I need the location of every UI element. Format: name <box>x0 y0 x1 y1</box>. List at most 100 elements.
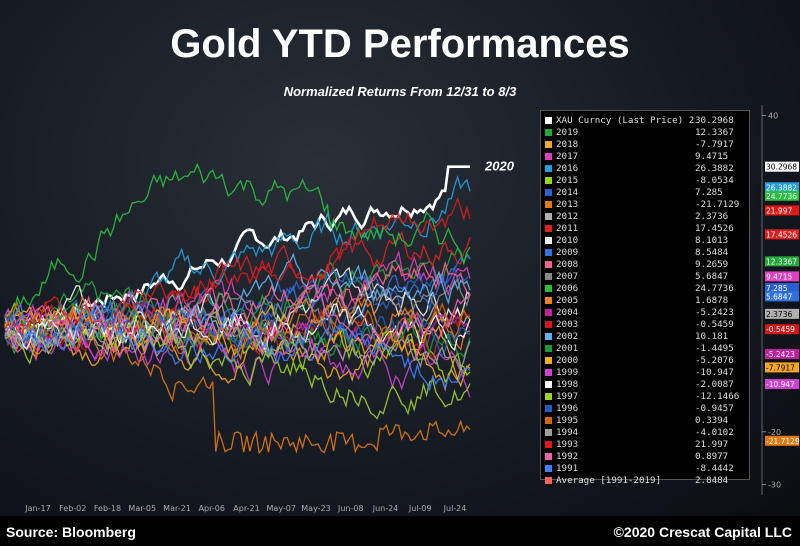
y-tick-label: -20 <box>768 428 781 437</box>
legend-series-name: 1992 <box>556 450 579 462</box>
legend-swatch <box>545 404 552 412</box>
value-badge-label: 30.2968 <box>766 163 797 172</box>
legend-series-value: 26.3882 <box>695 162 734 174</box>
legend-series-value: 10.181 <box>695 330 729 342</box>
legend-series-value: -12.1466 <box>695 390 740 402</box>
legend-series-name: 2015 <box>556 174 579 186</box>
legend-series-name: 2014 <box>556 186 579 198</box>
legend-swatch <box>545 320 552 328</box>
legend-swatch <box>545 236 552 244</box>
legend-series-name: 2007 <box>556 270 579 282</box>
x-tick-label: Jul-09 <box>408 504 432 513</box>
legend-series-value: 0.8977 <box>695 450 729 462</box>
legend-swatch <box>545 176 552 184</box>
legend-entry: 2004 -5.2423 <box>545 306 745 318</box>
footer-bar <box>0 516 800 546</box>
source-note: Source: Bloomberg <box>6 524 136 540</box>
legend-series-name: 1991 <box>556 462 579 474</box>
x-tick-label: May-07 <box>267 504 296 513</box>
legend-series-name: 2009 <box>556 246 579 258</box>
value-badge <box>765 205 799 216</box>
legend-swatch <box>545 380 552 388</box>
legend-series-name: 2013 <box>556 198 579 210</box>
legend-series-name: 1995 <box>556 414 579 426</box>
highlight-label-2020: 2020 <box>484 159 515 174</box>
legend-series-name: Average [1991-2019] <box>556 474 662 486</box>
value-badge-label: -5.2423 <box>766 350 795 359</box>
legend-entry: 2018 -7.7917 <box>545 138 745 150</box>
legend-series-value: -5.2076 <box>695 354 734 366</box>
legend-series-value: 17.4526 <box>695 222 734 234</box>
legend-entry: 2003 -0.5459 <box>545 318 745 330</box>
chart-title: Gold YTD Performances <box>170 22 630 66</box>
legend-swatch <box>545 200 552 208</box>
legend-series-name: 2011 <box>556 222 579 234</box>
x-tick-label: Mar-05 <box>128 504 156 513</box>
series-line-2006 <box>4 162 471 327</box>
legend-series-name: 2019 <box>556 126 579 138</box>
legend-entry: 2011 17.4526 <box>545 222 745 234</box>
legend-entry: 2013 -21.7129 <box>545 198 745 210</box>
legend-series-name: XAU Curncy (Last Price) 2020 <box>556 114 695 126</box>
y-tick-label: 40 <box>768 112 778 121</box>
value-badge <box>765 256 799 267</box>
legend-swatch <box>545 152 552 160</box>
series-line-2007 <box>4 275 471 341</box>
legend-series-name: 2001 <box>556 342 579 354</box>
legend-entry: 2017 9.4715 <box>545 150 745 162</box>
series-line-1991 <box>4 302 471 392</box>
legend-series-name: 2012 <box>556 210 579 222</box>
value-badge-label: -7.7917 <box>766 363 795 372</box>
x-tick-label: Feb-18 <box>94 504 121 513</box>
x-tick-label: Jul-24 <box>443 504 467 513</box>
x-tick-label: Jan-17 <box>24 504 50 513</box>
legend-entry: 2002 10.181 <box>545 330 745 342</box>
legend-swatch <box>545 188 552 196</box>
y-tick-label: -30 <box>768 480 781 489</box>
legend-swatch <box>545 212 552 220</box>
legend-series-value: 9.4715 <box>695 150 729 162</box>
legend-entry: 2019 12.3367 <box>545 126 745 138</box>
legend-swatch <box>545 440 552 448</box>
legend-entry: 2015 -8.0534 <box>545 174 745 186</box>
legend-series-name: 2005 <box>556 294 579 306</box>
legend-series-value: -8.4442 <box>695 462 734 474</box>
value-badge-label: -21.7129 <box>766 437 800 446</box>
legend-entry: 2007 5.6847 <box>545 270 745 282</box>
legend-swatch <box>545 224 552 232</box>
legend-series-value: 8.1013 <box>695 234 729 246</box>
legend-series-value: 2.3736 <box>695 210 729 222</box>
value-badge <box>765 182 799 193</box>
legend-series-value: -1.4495 <box>695 342 734 354</box>
legend-entry: 2016 26.3882 <box>545 162 745 174</box>
legend-series-value: 1.6878 <box>695 294 729 306</box>
legend-series-name: 1993 <box>556 438 579 450</box>
legend-series-value: 5.6847 <box>695 270 729 282</box>
value-badge-label: 9.4715 <box>766 272 792 281</box>
x-tick-label: Apr-21 <box>233 504 259 513</box>
series-line-1996 <box>4 301 471 358</box>
x-tick-label: Jun-08 <box>337 504 364 513</box>
value-badge <box>765 308 799 319</box>
value-badge <box>765 229 799 240</box>
legend-series-value: 12.3367 <box>695 126 734 138</box>
value-badge <box>765 190 799 201</box>
legend-series-name: 2003 <box>556 318 579 330</box>
x-tick-label: Jun-24 <box>372 504 399 513</box>
value-badge-label: 17.4526 <box>766 230 797 239</box>
legend-series-value: 30.2968 <box>695 114 734 126</box>
line-chart: 40 -20 -30 Jan-17 Feb-02 Feb-18 Mar-05 Mar-21 Ap… <box>4 105 800 513</box>
legend-series-name: 1996 <box>556 402 579 414</box>
legend-swatch <box>545 428 552 436</box>
legend-entry: 1994 -4.0102 <box>545 426 745 438</box>
legend-entry: 2010 8.1013 <box>545 234 745 246</box>
legend-series-name: 2004 <box>556 306 579 318</box>
legend-series-value: 21.997 <box>695 438 729 450</box>
legend-swatch <box>545 452 552 460</box>
value-badge-label: -0.5459 <box>766 325 795 334</box>
value-badge <box>765 161 799 172</box>
value-badge-label: 2.3736 <box>766 310 792 319</box>
value-badge <box>765 324 799 335</box>
legend-series-value: -5.2423 <box>695 306 734 318</box>
